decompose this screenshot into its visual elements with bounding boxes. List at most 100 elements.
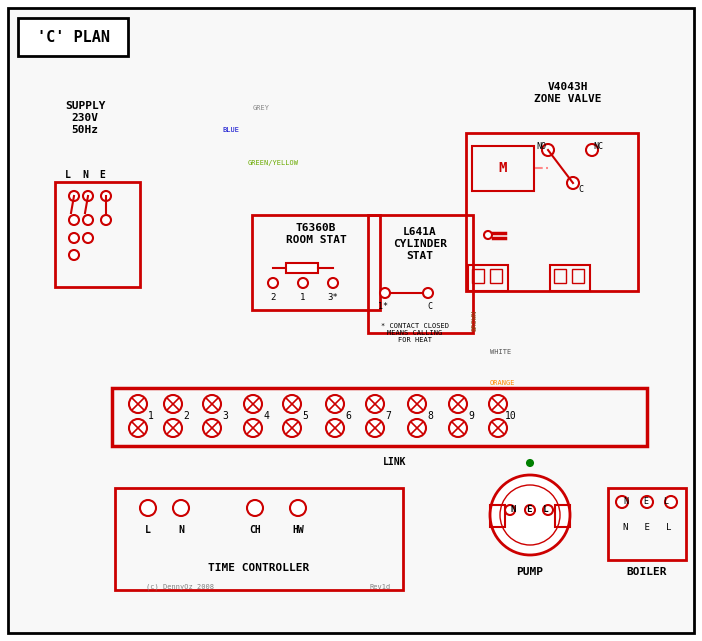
Circle shape xyxy=(69,215,79,225)
Circle shape xyxy=(129,419,147,437)
Text: SUPPLY
230V
50Hz: SUPPLY 230V 50Hz xyxy=(65,101,105,135)
Bar xyxy=(286,263,318,273)
Text: N: N xyxy=(82,170,88,180)
Text: C: C xyxy=(578,185,583,194)
Text: 2: 2 xyxy=(270,292,276,301)
Circle shape xyxy=(490,475,570,555)
Text: 6: 6 xyxy=(345,411,351,421)
Text: 8: 8 xyxy=(427,411,433,421)
Bar xyxy=(252,215,380,310)
Circle shape xyxy=(173,500,189,516)
Text: LINK: LINK xyxy=(383,457,406,467)
Circle shape xyxy=(408,419,426,437)
Text: CH: CH xyxy=(249,525,261,535)
Bar xyxy=(555,505,570,527)
Circle shape xyxy=(328,278,338,288)
Circle shape xyxy=(164,395,182,413)
Circle shape xyxy=(489,419,507,437)
Text: T6360B
ROOM STAT: T6360B ROOM STAT xyxy=(286,223,346,245)
Text: E: E xyxy=(99,170,105,180)
Circle shape xyxy=(542,144,554,156)
Bar xyxy=(490,269,502,283)
Circle shape xyxy=(101,191,111,201)
Circle shape xyxy=(203,395,221,413)
Bar xyxy=(115,488,403,590)
Circle shape xyxy=(283,419,301,437)
Text: M: M xyxy=(499,161,507,175)
Bar xyxy=(550,265,590,291)
Text: PUMP: PUMP xyxy=(517,567,543,577)
Circle shape xyxy=(586,144,598,156)
Bar xyxy=(466,133,638,291)
Circle shape xyxy=(408,395,426,413)
Circle shape xyxy=(527,460,533,466)
Circle shape xyxy=(326,395,344,413)
Circle shape xyxy=(326,419,344,437)
Text: L: L xyxy=(65,170,71,180)
Circle shape xyxy=(69,250,79,260)
Circle shape xyxy=(203,419,221,437)
Text: * CONTACT CLOSED
MEANS CALLING
FOR HEAT: * CONTACT CLOSED MEANS CALLING FOR HEAT xyxy=(381,323,449,343)
Text: GREEN/YELLOW: GREEN/YELLOW xyxy=(248,160,299,166)
Text: 2: 2 xyxy=(183,411,189,421)
Circle shape xyxy=(283,395,301,413)
Circle shape xyxy=(83,215,93,225)
Circle shape xyxy=(525,505,535,515)
Circle shape xyxy=(543,505,553,515)
Circle shape xyxy=(665,496,677,508)
Circle shape xyxy=(69,191,79,201)
Circle shape xyxy=(244,395,262,413)
Text: BLUE: BLUE xyxy=(222,127,239,133)
Circle shape xyxy=(69,233,79,243)
Text: N: N xyxy=(178,525,184,535)
Text: HW: HW xyxy=(292,525,304,535)
Bar xyxy=(608,488,686,560)
Text: (c) DennyOz 2008: (c) DennyOz 2008 xyxy=(146,584,214,590)
Circle shape xyxy=(290,500,306,516)
Text: WHITE: WHITE xyxy=(490,349,511,355)
Circle shape xyxy=(366,395,384,413)
Text: N   E   L: N E L xyxy=(623,522,671,531)
Circle shape xyxy=(83,233,93,243)
Text: 4: 4 xyxy=(263,411,269,421)
Bar xyxy=(468,265,508,291)
Circle shape xyxy=(101,215,111,225)
Bar xyxy=(55,182,140,287)
Text: 3*: 3* xyxy=(328,292,338,301)
Circle shape xyxy=(505,505,515,515)
Circle shape xyxy=(244,419,262,437)
Bar xyxy=(472,146,534,191)
Circle shape xyxy=(484,231,492,239)
Text: N   E   L: N E L xyxy=(625,497,670,506)
Text: L641A
CYLINDER
STAT: L641A CYLINDER STAT xyxy=(393,228,447,261)
Text: NO: NO xyxy=(536,142,546,151)
Circle shape xyxy=(366,419,384,437)
Text: L: L xyxy=(145,525,151,535)
Circle shape xyxy=(298,278,308,288)
Circle shape xyxy=(268,278,278,288)
Circle shape xyxy=(641,496,653,508)
Bar xyxy=(112,388,647,446)
Circle shape xyxy=(164,419,182,437)
Text: BROWN: BROWN xyxy=(471,310,477,331)
Text: N  E  L: N E L xyxy=(511,506,549,515)
Text: V4043H
ZONE VALVE: V4043H ZONE VALVE xyxy=(534,82,602,104)
Bar xyxy=(490,505,505,527)
Text: 3: 3 xyxy=(222,411,228,421)
Bar xyxy=(572,269,584,283)
Circle shape xyxy=(423,288,433,298)
Text: TIME CONTROLLER: TIME CONTROLLER xyxy=(208,563,310,573)
Circle shape xyxy=(129,395,147,413)
Text: 5: 5 xyxy=(302,411,308,421)
Circle shape xyxy=(449,419,467,437)
Text: ORANGE: ORANGE xyxy=(490,380,515,386)
Bar xyxy=(368,215,473,333)
Circle shape xyxy=(500,485,560,545)
Circle shape xyxy=(83,191,93,201)
Bar xyxy=(554,269,566,283)
Circle shape xyxy=(449,395,467,413)
Circle shape xyxy=(247,500,263,516)
Text: GREY: GREY xyxy=(253,105,270,111)
Text: 'C' PLAN: 'C' PLAN xyxy=(37,29,110,44)
Circle shape xyxy=(616,496,628,508)
